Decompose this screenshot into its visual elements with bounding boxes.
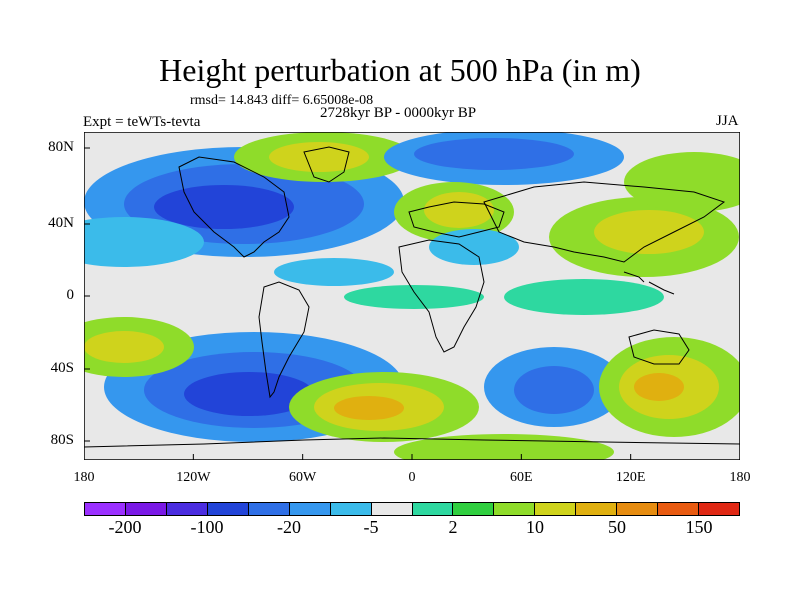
colorbar-label: 10 xyxy=(526,517,544,537)
x-tick-label: 120E xyxy=(615,470,646,485)
experiment-label: Expt = teWTs-tevta xyxy=(83,114,201,130)
plot-title: Height perturbation at 500 hPa (in m) xyxy=(159,52,641,88)
coast-asia xyxy=(483,181,726,263)
field-spac-deep xyxy=(184,372,314,416)
colorbar-swatch xyxy=(248,503,290,515)
y-ticks xyxy=(84,147,90,442)
colorbar-swatch xyxy=(617,503,659,515)
y-tick-label: 80N xyxy=(48,139,74,155)
colorbar-swatch xyxy=(166,503,208,515)
field-satl-core xyxy=(334,396,404,420)
coast-north-america xyxy=(178,156,290,258)
field-npac-pos xyxy=(624,152,740,212)
colorbar-swatch xyxy=(289,503,331,515)
colorbar-label: -100 xyxy=(190,517,224,537)
colorbar-swatch xyxy=(535,503,577,515)
x-tick-label: 60E xyxy=(510,470,533,485)
field-greenland-core xyxy=(269,142,369,172)
map-plot xyxy=(84,132,740,460)
coastlines xyxy=(84,146,740,448)
field-antarctic-pos xyxy=(394,434,614,460)
coast-indonesia xyxy=(623,271,675,295)
colorbar-label: 150 xyxy=(685,517,713,537)
colorbar-swatch xyxy=(576,503,618,515)
colorbar-swatch xyxy=(494,503,536,515)
x-tick-label: 180 xyxy=(729,470,751,485)
field-med-neg xyxy=(429,229,519,265)
colorbar-swatch xyxy=(330,503,372,515)
colorbar-swatch xyxy=(412,503,454,515)
colorbar-label: -5 xyxy=(363,517,379,537)
colorbar-swatch xyxy=(371,503,413,515)
field-tatl-neg xyxy=(274,258,394,286)
x-tick-label: 0 xyxy=(408,470,416,485)
field-tatl-pos xyxy=(344,285,484,309)
colorbar-label: -200 xyxy=(108,517,142,537)
colorbar-swatch xyxy=(85,503,126,515)
colorbar-swatch xyxy=(125,503,167,515)
x-tick-label: 120W xyxy=(176,470,211,485)
colorbar xyxy=(84,502,740,516)
field-na-deep xyxy=(154,185,294,229)
coast-south-america xyxy=(258,281,310,399)
coast-greenland xyxy=(303,146,350,183)
field-swpac-core xyxy=(84,331,164,363)
x-ticks xyxy=(84,454,740,460)
field-tind-pos xyxy=(504,279,664,315)
x-tick-label: 180 xyxy=(73,470,95,485)
colorbar-label: 2 xyxy=(448,517,458,537)
season-label: JJA xyxy=(716,113,739,129)
contour-fields xyxy=(84,132,740,460)
y-tick-label: 0 xyxy=(66,287,75,303)
colorbar-swatch xyxy=(453,503,495,515)
colorbar-label: -20 xyxy=(277,517,301,537)
field-tpac-neg xyxy=(84,217,204,267)
field-arctic-core xyxy=(414,138,574,170)
stats-label: rmsd= 14.843 diff= 6.65008e-08 xyxy=(190,93,374,108)
period-label: 2728kyr BP - 0000kyr BP xyxy=(320,105,477,121)
coast-antarctica xyxy=(84,437,740,448)
coast-australia xyxy=(628,329,690,365)
y-tick-label: 80S xyxy=(50,432,74,448)
x-tick-label: 60W xyxy=(289,470,317,485)
colorbar-swatch xyxy=(207,503,249,515)
coast-europe xyxy=(408,201,505,238)
field-aus-core xyxy=(634,373,684,401)
field-europe-core xyxy=(424,192,494,228)
coast-africa xyxy=(398,239,485,353)
field-sind-core xyxy=(514,366,594,414)
colorbar-swatch xyxy=(699,503,739,515)
field-asia-core xyxy=(594,210,704,254)
colorbar-label: 50 xyxy=(608,517,626,537)
y-tick-label: 40N xyxy=(48,215,74,231)
colorbar-swatch xyxy=(658,503,700,515)
y-tick-label: 40S xyxy=(50,360,74,376)
